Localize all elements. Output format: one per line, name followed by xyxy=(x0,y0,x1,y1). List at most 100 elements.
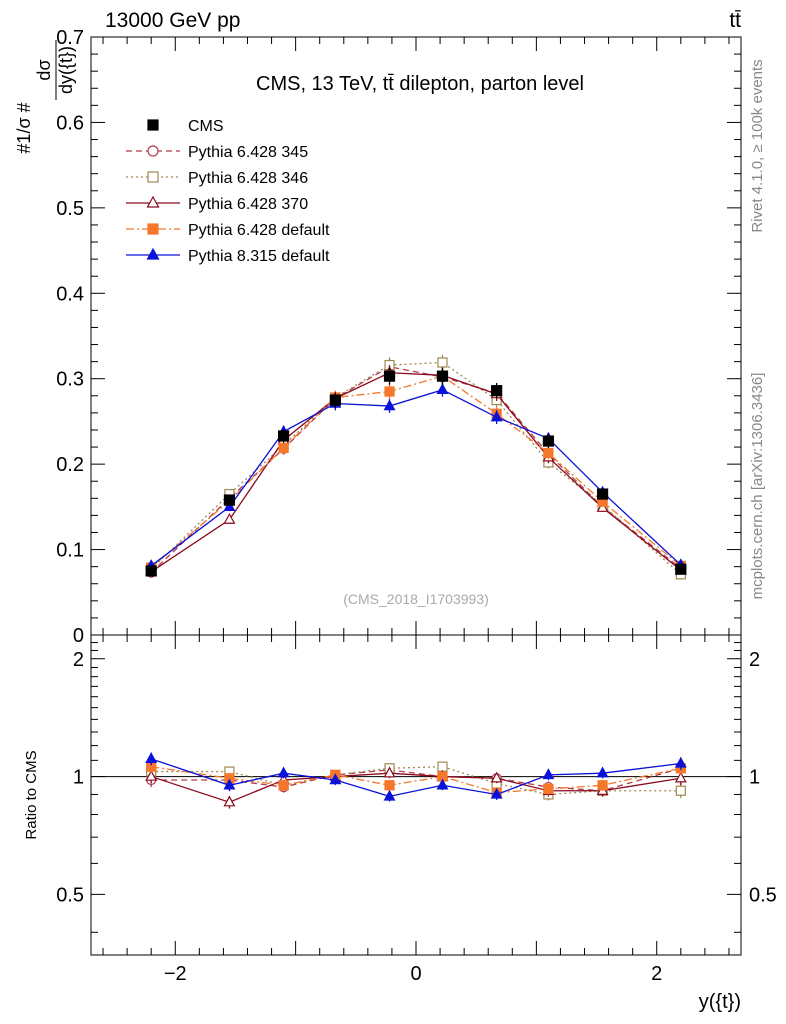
ratio-data-point xyxy=(543,783,554,795)
legend-marker xyxy=(146,247,160,260)
ratio-data-point xyxy=(675,785,686,796)
legend-item: Pythia 6.428 346 xyxy=(126,170,308,187)
y-tick-label: 0.4 xyxy=(56,283,84,305)
data-point xyxy=(490,410,503,422)
y-tick-label: 0.5 xyxy=(56,198,84,220)
legend-marker xyxy=(147,145,159,157)
ratio-data-point xyxy=(597,780,608,791)
data-point xyxy=(223,513,236,524)
ratio-data-point xyxy=(278,780,289,791)
legend-item: CMS xyxy=(147,118,224,135)
ratio-plot-frame xyxy=(90,634,742,956)
y-tick-label: 0 xyxy=(73,625,84,647)
series-pythia-6-428-default xyxy=(146,368,686,573)
x-tick-label: 2 xyxy=(651,963,662,985)
data-point xyxy=(436,383,449,395)
ratio-y-tick-label: 1 xyxy=(73,767,84,789)
data-point xyxy=(543,447,554,459)
x-tick-label: 0 xyxy=(410,963,421,985)
data-point xyxy=(437,357,448,368)
ratio-series-line xyxy=(151,766,681,796)
legend-label: Pythia 8.315 default xyxy=(188,248,330,265)
legend-item: Pythia 6.428 370 xyxy=(126,195,308,213)
data-point xyxy=(491,385,503,397)
data-point xyxy=(223,494,236,506)
series-pythia-8-315-default xyxy=(145,382,687,571)
ratio-y-tick-label: 2 xyxy=(73,649,84,671)
energy-label: 13000 GeV pp xyxy=(105,9,240,32)
series-cms xyxy=(145,367,687,577)
data-point xyxy=(329,394,341,406)
data-point xyxy=(596,488,609,500)
legend-item: Pythia 6.428 345 xyxy=(126,144,308,161)
ratio-data-point xyxy=(437,761,448,772)
data-point xyxy=(383,370,396,382)
y-tick-label: 0.1 xyxy=(56,540,84,562)
ratio-data-point xyxy=(674,771,687,783)
watermark: (CMS_2018_I1703993) xyxy=(343,591,489,607)
legend-item: Pythia 8.315 default xyxy=(126,247,330,265)
ratio-series-pythia-8-315-default xyxy=(145,752,687,802)
ratio-data-point xyxy=(674,756,687,768)
data-point xyxy=(277,430,290,442)
data-point xyxy=(278,442,289,454)
legend-marker xyxy=(147,119,159,131)
data-point xyxy=(436,370,449,382)
legend-marker xyxy=(146,195,160,208)
data-point xyxy=(145,565,157,577)
series-line xyxy=(150,375,682,569)
legend-marker xyxy=(147,223,159,235)
series-line xyxy=(150,372,682,573)
y-tick-label: 0.7 xyxy=(56,27,84,49)
y-axis-label: dσ dy({t}) #1/σ # xyxy=(14,40,76,154)
legend-item: Pythia 6.428 default xyxy=(126,222,330,239)
series-pythia-6-428-345 xyxy=(146,359,686,578)
ratio-data-point xyxy=(436,778,449,790)
y-tick-label: 0.3 xyxy=(56,369,84,391)
ratio-y-axis-label: Ratio to CMS xyxy=(23,750,40,839)
legend-marker xyxy=(147,171,159,183)
ratio-data-point xyxy=(277,766,290,778)
data-point xyxy=(675,563,687,575)
y-axis-label-denominator: dy({t}) xyxy=(56,46,76,94)
series-pythia-6-428-346 xyxy=(146,354,686,580)
legend-label: Pythia 6.428 370 xyxy=(188,196,308,213)
y-tick-label: 0.6 xyxy=(56,112,84,134)
ratio-data-point xyxy=(145,752,158,764)
series-line xyxy=(150,389,682,567)
ratio-data-point xyxy=(490,771,503,783)
ratio-data-point xyxy=(384,780,395,791)
legend-label: Pythia 6.428 346 xyxy=(188,170,308,187)
y-tick-label: 0.2 xyxy=(56,454,84,476)
rivet-version-label: Rivet 4.1.0, ≥ 100k events xyxy=(749,59,766,232)
ratio-series-line xyxy=(150,758,681,798)
legend-label: CMS xyxy=(188,118,224,135)
ratio-series-line xyxy=(150,772,681,803)
y-axis-label-prefix: #1/σ # xyxy=(14,102,34,153)
ratio-data-point xyxy=(383,789,396,801)
ratio-data-point xyxy=(542,768,555,780)
y-axis-label-numerator: dσ xyxy=(34,59,54,80)
ratio-data-point xyxy=(490,787,503,799)
data-point xyxy=(223,500,236,512)
ratio-data-point xyxy=(383,766,396,778)
ratio-y-tick-label: 0.5 xyxy=(56,884,84,906)
ratio-series-line xyxy=(151,766,681,794)
x-tick-label: −2 xyxy=(164,963,187,985)
series-pythia-6-428-370 xyxy=(145,365,687,576)
main-title: CMS, 13 TeV, tt̄ dilepton, parton level xyxy=(256,73,584,95)
process-label: tt̄ xyxy=(729,9,741,32)
ratio-data-point xyxy=(329,773,342,785)
legend: CMS Pythia 6.428 345 Pythia 6.428 346 Pythi… xyxy=(126,118,330,265)
ratio-series-line xyxy=(151,767,681,792)
ratio-y-tick-label-right: 0.5 xyxy=(749,884,777,906)
x-axis-label: y({t}) xyxy=(699,991,741,1013)
legend-label: Pythia 6.428 345 xyxy=(188,144,308,161)
data-point xyxy=(383,399,396,411)
legend-label: Pythia 6.428 default xyxy=(188,222,330,239)
ratio-data-point xyxy=(596,766,609,778)
mcplots-label: mcplots.cern.ch [arXiv:1306.3436] xyxy=(749,373,766,600)
ratio-data-point xyxy=(145,769,158,781)
ratio-y-tick-label-right: 2 xyxy=(749,649,760,671)
